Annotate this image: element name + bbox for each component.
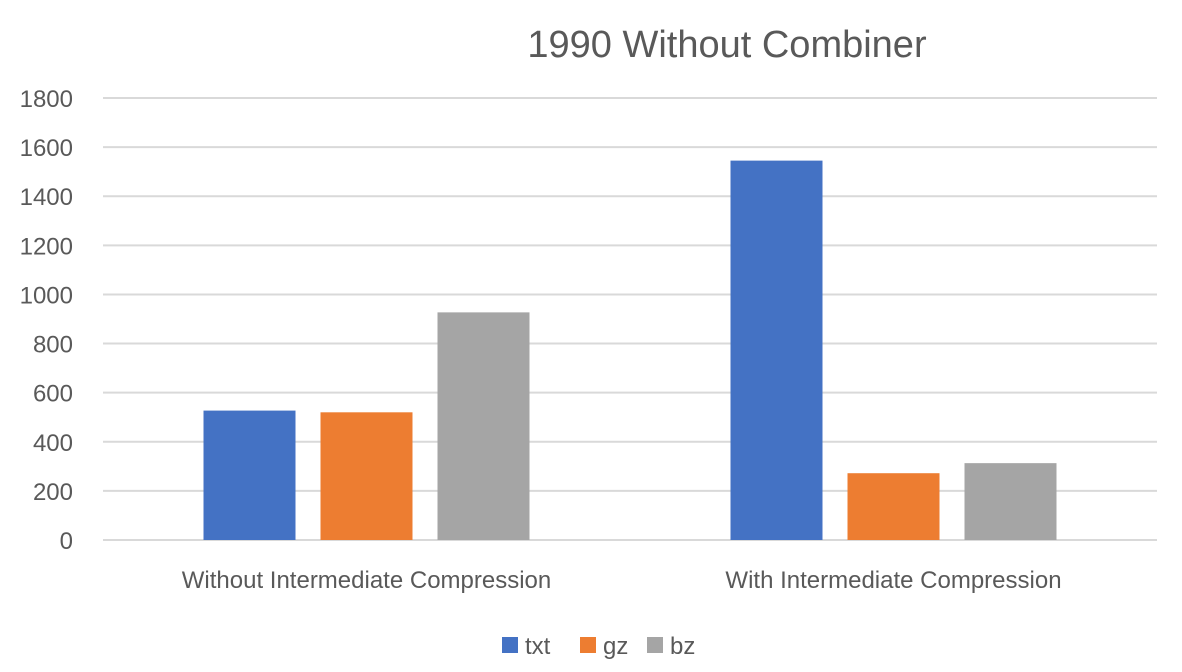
y-tick-label: 600 bbox=[33, 381, 73, 408]
legend: txt gz bz bbox=[502, 633, 695, 660]
bars bbox=[203, 160, 1057, 540]
y-tick-label: 800 bbox=[33, 332, 73, 359]
y-tick-label: 400 bbox=[33, 430, 73, 457]
legend-label-bz: bz bbox=[670, 633, 695, 660]
legend-swatch-bz bbox=[647, 637, 663, 653]
y-tick-label: 1400 bbox=[20, 184, 73, 211]
y-tick-label: 1000 bbox=[20, 282, 73, 309]
legend-label-txt: txt bbox=[525, 633, 551, 660]
x-category-label: Without Intermediate Compression bbox=[182, 567, 552, 594]
x-axis-category-labels: Without Intermediate Compression With Int… bbox=[182, 567, 1062, 594]
legend-label-gz: gz bbox=[603, 633, 628, 660]
bar-txt-1 bbox=[730, 160, 823, 540]
bar-bz-1 bbox=[964, 463, 1057, 540]
y-tick-label: 1200 bbox=[20, 233, 73, 260]
y-tick-label: 0 bbox=[60, 528, 73, 555]
legend-swatch-txt bbox=[502, 637, 518, 653]
x-category-label: With Intermediate Compression bbox=[725, 567, 1061, 594]
chart-title: 1990 Without Combiner bbox=[527, 24, 927, 66]
y-tick-label: 1600 bbox=[20, 135, 73, 162]
bar-txt-0 bbox=[203, 410, 296, 540]
bar-gz-0 bbox=[320, 412, 413, 540]
y-tick-label: 200 bbox=[33, 479, 73, 506]
y-axis-tick-labels: 0 200 400 600 800 1000 1200 1400 1600 1800 bbox=[20, 86, 73, 555]
bar-gz-1 bbox=[847, 473, 940, 540]
y-tick-label: 1800 bbox=[20, 86, 73, 113]
bar-bz-0 bbox=[437, 312, 530, 540]
legend-swatch-gz bbox=[580, 637, 596, 653]
